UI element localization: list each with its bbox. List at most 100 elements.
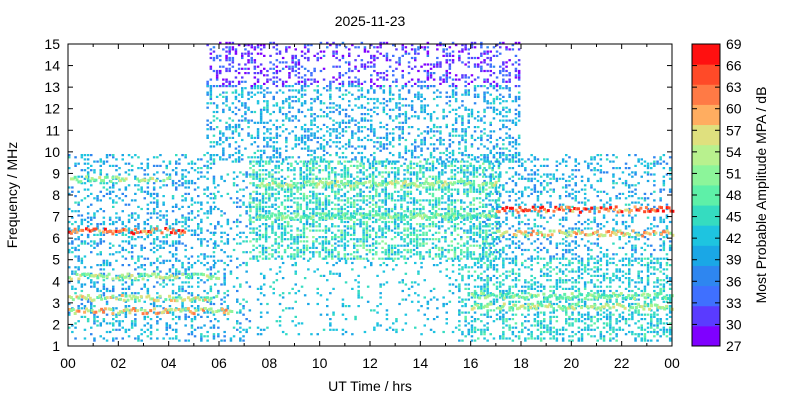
data-point	[237, 149, 241, 152]
data-point	[502, 154, 505, 157]
data-point	[398, 115, 401, 118]
data-point	[168, 279, 172, 282]
data-point	[447, 177, 450, 180]
data-point	[344, 61, 348, 64]
data-point	[193, 169, 197, 172]
data-point	[253, 136, 257, 139]
data-point	[212, 115, 216, 118]
data-point	[197, 281, 200, 284]
data-point	[193, 318, 197, 321]
data-point	[255, 175, 258, 178]
data-point	[252, 177, 255, 180]
data-point	[212, 201, 216, 204]
data-point	[363, 46, 367, 49]
data-point	[171, 264, 175, 267]
data-point	[108, 197, 112, 200]
data-point	[266, 102, 269, 105]
data-point	[264, 201, 268, 204]
data-point	[458, 54, 461, 57]
data-point	[212, 162, 216, 165]
data-point	[384, 220, 387, 224]
data-point	[417, 115, 420, 118]
data-point	[184, 227, 187, 230]
data-point	[351, 117, 354, 120]
data-point	[495, 108, 499, 111]
data-point	[130, 257, 134, 260]
data-point	[373, 102, 376, 105]
data-point	[215, 76, 219, 79]
data-point	[417, 85, 420, 88]
data-point	[258, 175, 262, 178]
data-point	[143, 315, 146, 318]
data-point	[366, 102, 370, 105]
data-point	[222, 102, 225, 105]
data-point	[283, 177, 287, 180]
data-point	[441, 162, 444, 165]
data-point	[447, 199, 450, 202]
data-point	[475, 190, 479, 193]
data-point	[436, 95, 439, 98]
data-point	[249, 195, 252, 198]
data-point	[464, 108, 467, 111]
data-point	[460, 207, 463, 211]
data-point	[332, 130, 335, 133]
data-point	[293, 186, 296, 189]
data-point	[397, 171, 400, 174]
data-point	[439, 44, 442, 47]
data-point	[514, 54, 518, 57]
data-point	[239, 285, 242, 288]
data-point	[300, 138, 304, 142]
data-point	[226, 264, 230, 267]
data-point	[316, 95, 319, 98]
data-point	[268, 162, 271, 165]
data-point	[327, 251, 331, 254]
data-point	[228, 41, 231, 44]
data-point	[357, 46, 360, 49]
data-point	[178, 339, 181, 342]
data-point	[356, 248, 359, 252]
data-point	[460, 164, 463, 167]
data-point	[274, 171, 277, 174]
data-point	[296, 233, 299, 236]
data-point	[354, 59, 357, 62]
data-point	[483, 95, 486, 98]
data-point	[329, 82, 332, 85]
data-point	[393, 218, 397, 221]
data-point	[464, 74, 467, 77]
data-point	[371, 203, 375, 206]
data-point	[406, 233, 409, 236]
data-point	[382, 102, 386, 105]
data-point	[256, 65, 260, 68]
data-point	[261, 251, 265, 254]
data-point	[415, 173, 419, 176]
data-point	[234, 141, 238, 144]
data-point	[187, 261, 190, 265]
data-point	[134, 212, 137, 215]
data-point	[143, 257, 146, 260]
data-point	[357, 89, 360, 92]
data-point	[326, 160, 329, 163]
data-point	[378, 173, 381, 176]
data-point	[428, 229, 431, 232]
data-point	[285, 128, 288, 131]
data-point	[77, 259, 80, 262]
data-point	[346, 171, 350, 174]
data-point	[140, 255, 143, 258]
data-point	[264, 233, 268, 236]
data-point	[297, 108, 301, 111]
data-point	[293, 238, 296, 241]
data-point	[140, 246, 143, 249]
data-point	[456, 160, 460, 163]
data-point	[390, 253, 394, 256]
data-point	[412, 203, 416, 206]
data-point	[236, 289, 239, 293]
data-point	[241, 95, 244, 98]
data-point	[312, 201, 315, 204]
data-point	[283, 195, 287, 198]
data-point	[403, 248, 406, 252]
data-point	[324, 160, 328, 163]
data-point	[464, 63, 467, 66]
data-point	[381, 184, 384, 187]
data-point	[335, 151, 338, 155]
data-point	[387, 257, 391, 260]
